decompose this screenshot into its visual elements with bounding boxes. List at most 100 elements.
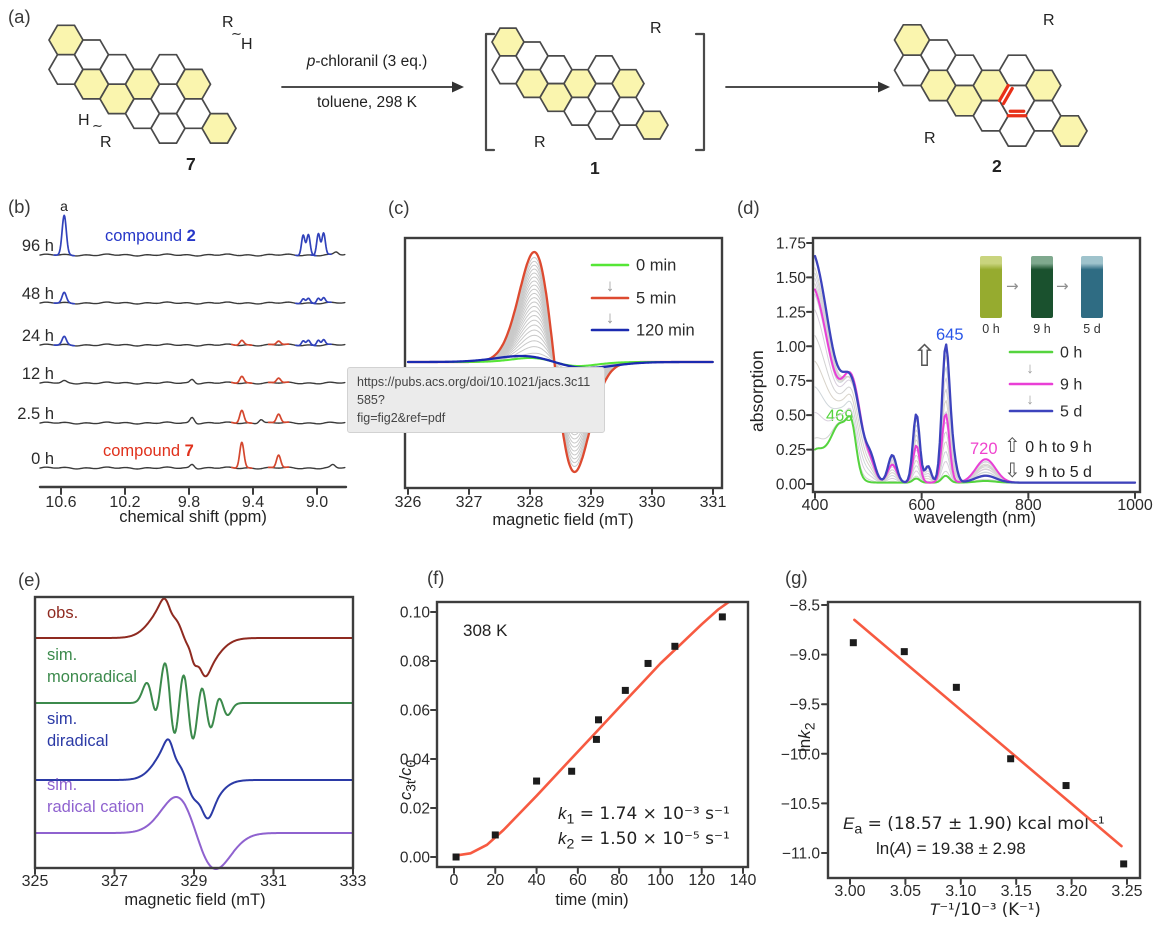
legend-label: 120 min — [636, 322, 695, 340]
data-point — [452, 853, 460, 861]
legend-label: 5 d — [1060, 404, 1082, 421]
trace-label: monoradical — [47, 668, 137, 686]
nmr-trace — [39, 378, 346, 385]
hexagon-ring — [611, 68, 645, 99]
time-label: 0 h — [31, 450, 54, 468]
hexagon-ring — [150, 53, 186, 86]
legend-label: 5 min — [636, 290, 676, 308]
ea-value: = (18.57 ± 1.90) kcal mol⁻¹ — [862, 814, 1105, 834]
hexagon-ring — [515, 41, 549, 71]
e-xaxis-label: magnetic field (mT) — [124, 891, 266, 909]
x-tick-label: 1000 — [1117, 497, 1153, 514]
y-tick-label: 0.08 — [400, 654, 430, 671]
compound-2-annotation: compound 2 — [105, 227, 196, 246]
nmr-peak-blue — [294, 233, 317, 257]
legend-label: 9 h — [1060, 377, 1082, 394]
g-yaxis-label: lnk2 — [795, 722, 819, 752]
k1-var: k — [558, 804, 567, 823]
y-tick-label: 1.50 — [776, 270, 807, 287]
fit-line — [853, 618, 1123, 848]
cuvette-photo-3 — [1081, 256, 1103, 318]
x-tick-label: 3.10 — [945, 883, 976, 900]
data-point — [568, 767, 576, 775]
panel-a-tag: (a) — [8, 6, 31, 27]
f-ylabel-c0: c — [397, 767, 415, 776]
x-tick-label: 3.00 — [834, 883, 865, 900]
f-ylabel-0: 0 — [403, 759, 419, 768]
cuvette-label: 0 h — [982, 322, 1000, 336]
note-9h-to-5d: ⇩ 9 h to 5 d — [1004, 459, 1092, 482]
cuvette-photo-2 — [1031, 256, 1053, 318]
nmr-peak-blue — [310, 338, 332, 347]
nmr-trace — [39, 301, 346, 305]
x-tick-label: 329 — [578, 494, 605, 511]
time-label: 96 h — [22, 237, 54, 255]
mol2-r-top: R — [1043, 12, 1055, 29]
hexagon-ring — [150, 112, 186, 144]
y-tick-label: −8.5 — [789, 598, 820, 615]
reagent-italic-p: p — [306, 53, 316, 70]
cuvette-label: 5 d — [1083, 322, 1101, 336]
legend-arrow-icon: ↓ — [606, 276, 615, 295]
trace-label: radical cation — [47, 798, 144, 816]
epr-trace — [34, 796, 354, 870]
hexagon-ring — [946, 84, 983, 117]
g-ylabel-ln: ln — [795, 738, 814, 752]
mol7-r-top: R — [222, 14, 234, 31]
x-tick-label: 40 — [528, 872, 546, 889]
nmr-trace — [39, 416, 346, 425]
nmr-peak-red — [267, 454, 290, 469]
x-tick-label: 331 — [260, 873, 287, 890]
cuvette-photo-1 — [980, 256, 1002, 318]
hexagon-ring — [539, 55, 573, 85]
hexagon-ring — [893, 54, 931, 87]
f-xaxis-label: time (min) — [555, 891, 629, 909]
y-tick-label: 0.75 — [776, 373, 806, 390]
x-tick-label: 20 — [486, 872, 504, 889]
down-arrow-icon: ⇩ — [1004, 458, 1021, 482]
epr-curve-5min — [406, 250, 714, 474]
x-tick-label: 0 — [450, 872, 459, 889]
hexagon-ring — [515, 68, 549, 99]
plot-frame — [33, 595, 355, 870]
hexagon-ring — [124, 98, 161, 130]
y-tick-label: 0.25 — [776, 442, 806, 459]
up-arrow-icon: ⇧ — [1004, 433, 1021, 457]
g-ylabel-2: 2 — [802, 722, 819, 731]
lnA-var: A — [894, 839, 907, 858]
note-9h-to-5d-text: 9 h to 5 d — [1025, 464, 1092, 481]
f-ylabel-slash: / — [397, 775, 415, 781]
hexagon-ring — [175, 68, 212, 100]
nmr-peak-blue — [53, 335, 76, 347]
epr-trace — [34, 597, 354, 678]
panel-e-tag: (e) — [18, 569, 41, 590]
trace-label: sim. — [47, 710, 77, 728]
peak-label-645: 645 — [936, 326, 964, 344]
hexagon-ring — [491, 55, 525, 85]
hexagon-ring — [972, 69, 1010, 102]
y-tick-label: 1.00 — [776, 339, 807, 356]
nmr-peak-blue — [53, 291, 76, 305]
note-0h-to-9h-text: 0 h to 9 h — [1025, 439, 1092, 456]
hexagon-ring — [73, 68, 110, 100]
data-point — [718, 613, 726, 621]
legend-label: 0 min — [636, 257, 676, 275]
legend-arrow-icon: ↓ — [1026, 391, 1034, 408]
y-tick-label: 1.75 — [776, 236, 806, 253]
tooltip-url-line1: https://pubs.acs.org/doi/10.1021/jacs.3c… — [357, 375, 591, 408]
data-point — [849, 639, 857, 647]
y-tick-label: 0.06 — [400, 703, 430, 720]
nmr-trace — [39, 343, 346, 347]
hexagon-ring — [893, 23, 931, 57]
panel-f-tag: (f) — [427, 567, 445, 588]
epr-curve-0min — [407, 357, 714, 367]
hexagon-ring — [201, 112, 237, 144]
data-point — [533, 777, 541, 785]
x-tick-label: 140 — [730, 872, 757, 889]
nmr-peak-blue — [294, 297, 317, 305]
f-ylabel-3t: 3t — [403, 780, 419, 792]
data-point — [595, 716, 602, 724]
nmr-peak-blue — [310, 296, 332, 305]
nmr-peak-red — [267, 340, 290, 346]
